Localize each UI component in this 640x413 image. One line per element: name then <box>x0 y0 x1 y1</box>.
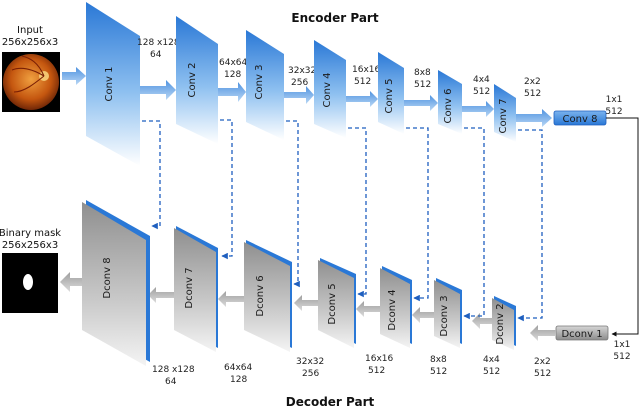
dconv1-label: Dconv 1 <box>561 329 602 340</box>
bottleneck-connector <box>606 117 639 337</box>
encoder-res-3: 32x32 <box>288 66 316 76</box>
decoder-res-5: 16x16 <box>365 354 394 364</box>
decoder-ch-6: 256 <box>302 369 319 379</box>
encoder-block-1: Conv 1 <box>86 2 140 166</box>
encoder-block-2-label: Conv 2 <box>187 63 198 98</box>
encoder-block-6-label: Conv 6 <box>443 89 454 124</box>
encoder-arrow-1 <box>140 80 176 100</box>
binary-mask-icon <box>2 253 58 313</box>
dconv1-ch: 512 <box>613 352 630 362</box>
fundus-retina-icon <box>2 52 60 112</box>
output-arrow <box>60 272 84 292</box>
input-arrow <box>62 67 86 85</box>
decoder-block-7-label: Dconv 7 <box>184 267 195 308</box>
decoder-res-3: 4x4 <box>483 355 500 365</box>
decoder-arrow-6 <box>218 291 244 307</box>
encoder-block-5: Conv 5 <box>378 52 404 134</box>
skip-connections <box>142 119 543 322</box>
decoder-res-8: 128 x128 <box>152 365 195 375</box>
decoder-block-5-label: Dconv 5 <box>327 283 338 324</box>
encoder-res-4: 16x16 <box>352 65 381 75</box>
encoder-res-6: 4x4 <box>473 75 490 85</box>
decoder-block-8-label: Dconv 8 <box>102 257 113 298</box>
conv8-res: 1x1 <box>606 95 623 105</box>
decoder-res-4: 8x8 <box>430 355 447 365</box>
decoder-arrow-3 <box>412 307 434 323</box>
decoder-ch-5: 512 <box>368 366 385 376</box>
skip-connection-5 <box>406 127 429 302</box>
encoder-block-4: Conv 4 <box>314 40 346 138</box>
decoder-ch-7: 128 <box>230 375 247 385</box>
skip-connection-6 <box>463 127 485 320</box>
dconv1-block: Dconv 1 <box>555 325 609 341</box>
conv8-block: Conv 8 <box>553 110 607 126</box>
encoder-arrow-2 <box>218 82 246 102</box>
decoder-block-2-label: Dconv 2 <box>495 303 506 344</box>
encoder-ch-6: 512 <box>473 87 490 97</box>
skip-connection-2 <box>220 119 233 260</box>
decoder-res-7: 64x64 <box>224 363 253 373</box>
skip-connection-4 <box>348 127 367 298</box>
conv8-ch: 512 <box>605 107 622 117</box>
encoder-block-3-label: Conv 3 <box>254 65 265 100</box>
encoder-ch-5: 512 <box>414 80 431 90</box>
encoder-ch-1: 64 <box>150 50 162 60</box>
skip-connection-7 <box>517 129 543 322</box>
decoder-block-3-label: Dconv 3 <box>439 295 450 336</box>
decoder-block-5: Dconv 5 <box>318 258 356 348</box>
decoder-res-6: 32x32 <box>296 357 324 367</box>
encoder-arrow-5 <box>404 95 438 111</box>
decoder-arrow-2 <box>472 313 492 329</box>
encoder-block-2: Conv 2 <box>176 16 218 144</box>
encoder-res-5: 8x8 <box>414 68 431 78</box>
encoder-block-7: Conv 7 <box>494 84 516 142</box>
decoder-arrow-5 <box>294 295 318 311</box>
decoder-block-7: Dconv 7 <box>174 226 218 352</box>
decoder-block-6-label: Dconv 6 <box>255 275 266 316</box>
input-size: 256x256x3 <box>2 37 58 48</box>
decoder-arrow-4 <box>356 301 380 317</box>
encoder-arrow-6 <box>462 101 494 117</box>
encoder-arrow-3 <box>284 86 314 104</box>
output-size: 256x256x3 <box>2 240 58 251</box>
skip-connection-3 <box>286 120 300 288</box>
encoder-res-1: 128 x128 <box>137 38 180 48</box>
encoder-block-7-label: Conv 7 <box>498 99 509 134</box>
encoder-block-4-label: Conv 4 <box>322 73 333 108</box>
encoder-block-3: Conv 3 <box>246 30 284 140</box>
dconv1-res: 1x1 <box>614 340 631 350</box>
encoder-ch-4: 512 <box>354 77 371 87</box>
decoder-arrow-7 <box>148 287 174 303</box>
decoder-title: Decoder Part <box>286 395 375 409</box>
decoder-block-8: Dconv 8 <box>82 200 150 366</box>
decoder-ch-3: 512 <box>483 367 500 377</box>
encoder-title: Encoder Part <box>291 11 378 25</box>
encoder-block-1-label: Conv 1 <box>104 67 115 102</box>
encoder-res-7: 2x2 <box>524 77 541 87</box>
decoder-block-4: Dconv 4 <box>380 266 412 348</box>
input-label: Input <box>17 25 43 36</box>
encoder-arrow-4 <box>346 91 378 107</box>
encoder-ch-3: 256 <box>291 78 308 88</box>
decoder-block-3: Dconv 3 <box>434 278 462 348</box>
output-label: Binary mask <box>0 228 61 239</box>
encoder-res-2: 64x64 <box>219 58 248 68</box>
decoder-block-6: Dconv 6 <box>244 240 292 352</box>
conv8-label: Conv 8 <box>563 114 598 125</box>
decoder-block-4-label: Dconv 4 <box>387 289 398 330</box>
decoder-arrow-in <box>530 325 556 341</box>
decoder-ch-8: 64 <box>165 377 177 387</box>
encoder-ch-2: 128 <box>224 70 241 80</box>
encoder-block-6: Conv 6 <box>438 70 462 134</box>
decoder-res-2: 2x2 <box>534 357 551 367</box>
encoder-arrow-7 <box>516 109 552 127</box>
encoder-ch-7: 512 <box>524 89 541 99</box>
decoder-block-2: Dconv 2 <box>492 296 516 350</box>
decoder-ch-4: 512 <box>430 367 447 377</box>
decoder-ch-2: 512 <box>534 369 551 379</box>
skip-connection-1 <box>142 120 161 230</box>
encoder-block-5-label: Conv 5 <box>384 79 395 114</box>
